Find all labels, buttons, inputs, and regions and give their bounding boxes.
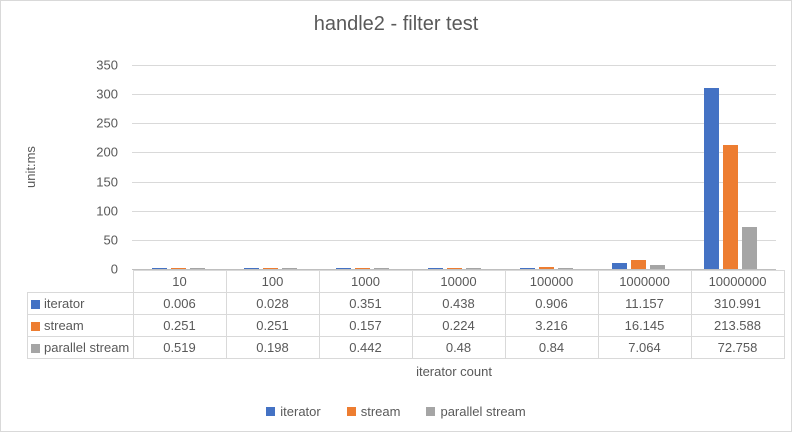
gridline [132, 123, 776, 125]
value-cell: 0.198 [225, 336, 320, 359]
bar-parallel-stream [465, 267, 481, 269]
y-axis-ticks: 350 300 250 200 150 100 50 0 [1, 58, 118, 277]
legend-label: stream [360, 404, 401, 419]
bar-parallel-stream [373, 267, 389, 269]
bar-iterator [243, 267, 259, 269]
value-cell: 0.906 [504, 292, 599, 315]
x-axis-title: iterator count [416, 364, 492, 379]
series-name-cell: parallel stream [27, 336, 134, 359]
series-name-cell: iterator [27, 292, 134, 315]
y-tick-label: 200 [96, 144, 118, 160]
bar-parallel-stream [649, 264, 665, 269]
legend-swatch [426, 407, 436, 416]
bar-group-10000000 [684, 65, 776, 269]
y-tick-label: 250 [96, 115, 118, 131]
bar-iterator [335, 267, 351, 269]
category-cell: 10000000 [690, 270, 785, 293]
bar-stream [446, 267, 462, 269]
series-row: parallel stream 0.519 0.198 0.442 0.48 0.84 7.… [27, 336, 785, 359]
category-cell: 100 [225, 270, 320, 293]
bar-parallel-stream [557, 267, 573, 269]
gridline [132, 152, 776, 154]
series-row: stream 0.251 0.251 0.157 0.224 3.216 16.145 213… [27, 314, 785, 337]
category-cell: 10 [132, 270, 227, 293]
value-cell: 16.145 [597, 314, 692, 337]
chart-title: handle2 - filter test [313, 13, 479, 35]
value-cell: 3.216 [504, 314, 599, 337]
value-cell: 0.442 [318, 336, 413, 359]
bar-iterator [519, 267, 535, 269]
gridline [132, 65, 776, 66]
bar-parallel-stream [281, 267, 297, 269]
bar-stream [262, 267, 278, 269]
bar-group-10 [132, 65, 224, 269]
corner-cell [28, 271, 134, 293]
bar-group-100000 [500, 65, 592, 269]
y-tick-label: 50 [103, 232, 118, 248]
bar-stream [630, 259, 646, 269]
series-swatch [31, 344, 40, 353]
category-cell: 1000 [318, 270, 413, 293]
value-cell: 0.251 [132, 314, 227, 337]
bar-stream [722, 144, 738, 269]
bar-stream [538, 267, 554, 269]
legend: iterator stream parallel stream [1, 404, 791, 419]
bar-stream [170, 267, 186, 269]
value-cell: 0.84 [504, 336, 599, 359]
y-tick-label: 150 [96, 174, 118, 190]
value-cell: 0.519 [132, 336, 227, 359]
bar-parallel-stream [189, 267, 205, 269]
value-cell: 0.351 [318, 292, 413, 315]
y-tick-label: 100 [96, 203, 118, 219]
y-tick-label: 300 [96, 86, 118, 102]
value-cell: 11.157 [597, 292, 692, 315]
legend-item-parallel-stream: parallel stream [426, 404, 526, 419]
gridline [132, 239, 776, 241]
value-cell: 7.064 [597, 336, 692, 359]
gridline [132, 181, 776, 183]
bar-iterator [703, 87, 719, 269]
bar-group-100 [224, 65, 316, 269]
series-swatch [31, 322, 40, 331]
bar-group-10000 [408, 65, 500, 269]
value-cell: 0.251 [225, 314, 320, 337]
category-cell: 1000000 [597, 270, 692, 293]
bar-group-1000000 [592, 65, 684, 269]
series-name-cell: stream [27, 314, 134, 337]
value-cell: 0.157 [318, 314, 413, 337]
plot-area [132, 65, 776, 270]
value-cell: 310.991 [690, 292, 785, 315]
legend-swatch [266, 407, 276, 416]
bar-iterator [427, 267, 443, 269]
y-tick-label: 0 [110, 261, 118, 277]
value-cell: 0.48 [411, 336, 506, 359]
value-cell: 0.006 [132, 292, 227, 315]
value-cell: 0.438 [411, 292, 506, 315]
series-swatch [31, 300, 40, 309]
category-row: 10 100 1000 10000 100000 1000000 10000000 [28, 270, 785, 293]
bar-group-1000 [316, 65, 408, 269]
legend-label: iterator [280, 404, 321, 419]
bar-groups [132, 65, 776, 269]
series-row: iterator 0.006 0.028 0.351 0.438 0.906 11.157 3… [27, 292, 785, 315]
legend-item-iterator: iterator [266, 404, 321, 419]
bar-stream [354, 267, 370, 269]
y-tick-label: 350 [96, 57, 118, 73]
category-cell: 100000 [504, 270, 599, 293]
bar-iterator [611, 262, 627, 269]
bar-iterator [151, 267, 167, 269]
gridline [132, 94, 776, 96]
value-cell: 72.758 [690, 336, 785, 359]
legend-swatch [346, 407, 356, 416]
value-cell: 213.588 [690, 314, 785, 337]
category-cell: 10000 [411, 270, 506, 293]
bar-parallel-stream [741, 226, 757, 269]
value-cell: 0.028 [225, 292, 320, 315]
gridline [132, 210, 776, 212]
legend-label: parallel stream [440, 404, 526, 419]
data-table: 10 100 1000 10000 100000 1000000 10000000 itera… [27, 270, 785, 359]
legend-item-stream: stream [346, 404, 401, 419]
value-cell: 0.224 [411, 314, 506, 337]
